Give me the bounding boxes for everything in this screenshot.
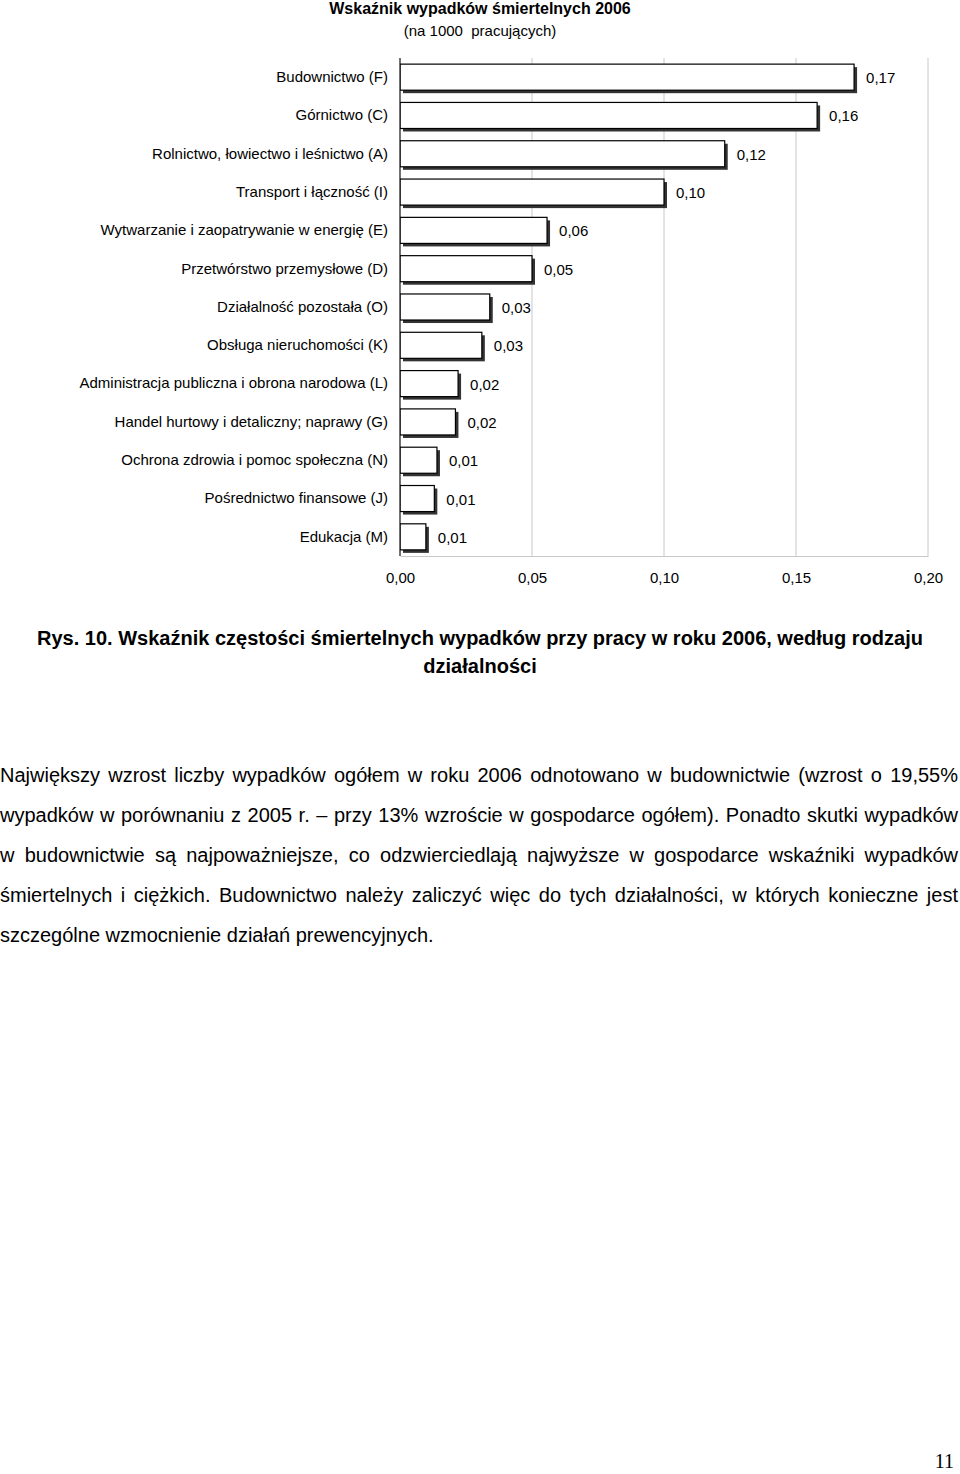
bar (400, 217, 547, 243)
grid-line (400, 58, 401, 556)
tick: Przetwórstwo przemysłowe (D) (181, 259, 400, 276)
tick-label: Wytwarzanie i zaopatrywanie w energię (E… (101, 221, 388, 238)
bar (400, 447, 437, 473)
data-label: 0,12 (737, 146, 766, 163)
bar (400, 371, 458, 397)
bar (400, 179, 664, 205)
tick: Rolnictwo, łowiectwo i leśnictwo (A) (152, 145, 400, 162)
bar (400, 409, 455, 435)
tick-label: Ochrona zdrowia i pomoc społeczna (N) (121, 451, 388, 468)
tick-label: Przetwórstwo przemysłowe (D) (181, 259, 388, 276)
data-label: 0,02 (467, 414, 496, 431)
tick: Edukacja (M) (300, 528, 400, 545)
tick: 0,10 (650, 556, 679, 586)
tick: Pośrednictwo finansowe (J) (205, 489, 400, 506)
grid-line (532, 58, 533, 556)
tick: Obsługa nieruchomości (K) (207, 336, 400, 353)
tick-label: 0,20 (914, 569, 943, 586)
tick-label: Handel hurtowy i detaliczny; naprawy (G) (115, 413, 388, 430)
tick-label: 0,15 (782, 569, 811, 586)
tick: Budownictwo (F) (276, 68, 400, 85)
data-label: 0,16 (829, 107, 858, 124)
grid (400, 58, 928, 556)
bar (400, 332, 482, 358)
paragraph: Największy wzrost liczby wypadków ogółem… (0, 755, 958, 955)
tick-label: Rolnictwo, łowiectwo i leśnictwo (A) (152, 145, 388, 162)
tick-label: Edukacja (M) (300, 528, 388, 545)
bar (400, 294, 490, 320)
data-label: 0,06 (559, 222, 588, 239)
tick: Administracja publiczna i obrona narodow… (80, 374, 401, 391)
data-label: 0,17 (866, 69, 895, 86)
tick-label: Pośrednictwo finansowe (J) (205, 489, 388, 506)
tick: Ochrona zdrowia i pomoc społeczna (N) (121, 451, 400, 468)
tick-label: Górnictwo (C) (295, 106, 388, 123)
tick: 0,20 (914, 556, 943, 586)
data-label: 0,01 (446, 491, 475, 508)
tick: Działalność pozostała (O) (217, 298, 400, 315)
page-number: 11 (935, 1450, 954, 1473)
tick-label: 0,00 (386, 569, 415, 586)
axis-line (400, 58, 401, 556)
tick: Wytwarzanie i zaopatrywanie w energię (E… (101, 221, 400, 238)
bar (400, 64, 854, 90)
grid-line (928, 58, 929, 556)
tick-label: Obsługa nieruchomości (K) (207, 336, 388, 353)
tick: Górnictwo (C) (295, 106, 400, 123)
bar (400, 524, 426, 550)
grid-line (664, 58, 665, 556)
grid-line (796, 58, 797, 556)
tick-label: Budownictwo (F) (276, 68, 388, 85)
chart-subtitle: (na 1000 pracujących) (404, 22, 557, 39)
chart: Wskaźnik wypadków śmiertelnych 2006 (na 1… (0, 0, 960, 600)
axis-line (401, 556, 929, 557)
tick: 0,00 (386, 556, 415, 586)
data-label: 0,03 (494, 337, 523, 354)
data-label: 0,10 (676, 184, 705, 201)
tick-label: 0,05 (518, 569, 547, 586)
tick-label: 0,10 (650, 569, 679, 586)
tick: 0,05 (518, 556, 547, 586)
x-axis: 0,00 0,05 0,10 0,15 0,20 (386, 556, 943, 586)
data-label: 0,01 (449, 452, 478, 469)
bar (400, 486, 434, 512)
bars (400, 64, 857, 553)
tick: Transport i łączność (I) (236, 183, 400, 200)
data-label: 0,02 (470, 376, 499, 393)
chart-title: Wskaźnik wypadków śmiertelnych 2006 (329, 0, 631, 17)
bar (400, 102, 817, 128)
data-label: 0,03 (502, 299, 531, 316)
tick-label: Transport i łączność (I) (236, 183, 388, 200)
y-axis: Budownictwo (F) Górnictwo (C) Rolnictwo, ł… (80, 58, 401, 556)
tick-label: Działalność pozostała (O) (217, 298, 388, 315)
bar (400, 141, 725, 167)
tick-label: Administracja publiczna i obrona narodow… (80, 374, 389, 391)
data-labels: 0,17 0,16 0,12 0,10 0,06 0,05 0,03 0,03 0,02 0,02… (438, 69, 895, 546)
data-label: 0,05 (544, 261, 573, 278)
caption: Rys. 10. Wskaźnik częstości śmiertelnych… (20, 624, 940, 680)
bar (400, 256, 532, 282)
tick: Handel hurtowy i detaliczny; naprawy (G) (115, 413, 400, 430)
data-label: 0,01 (438, 529, 467, 546)
tick: 0,15 (782, 556, 811, 586)
